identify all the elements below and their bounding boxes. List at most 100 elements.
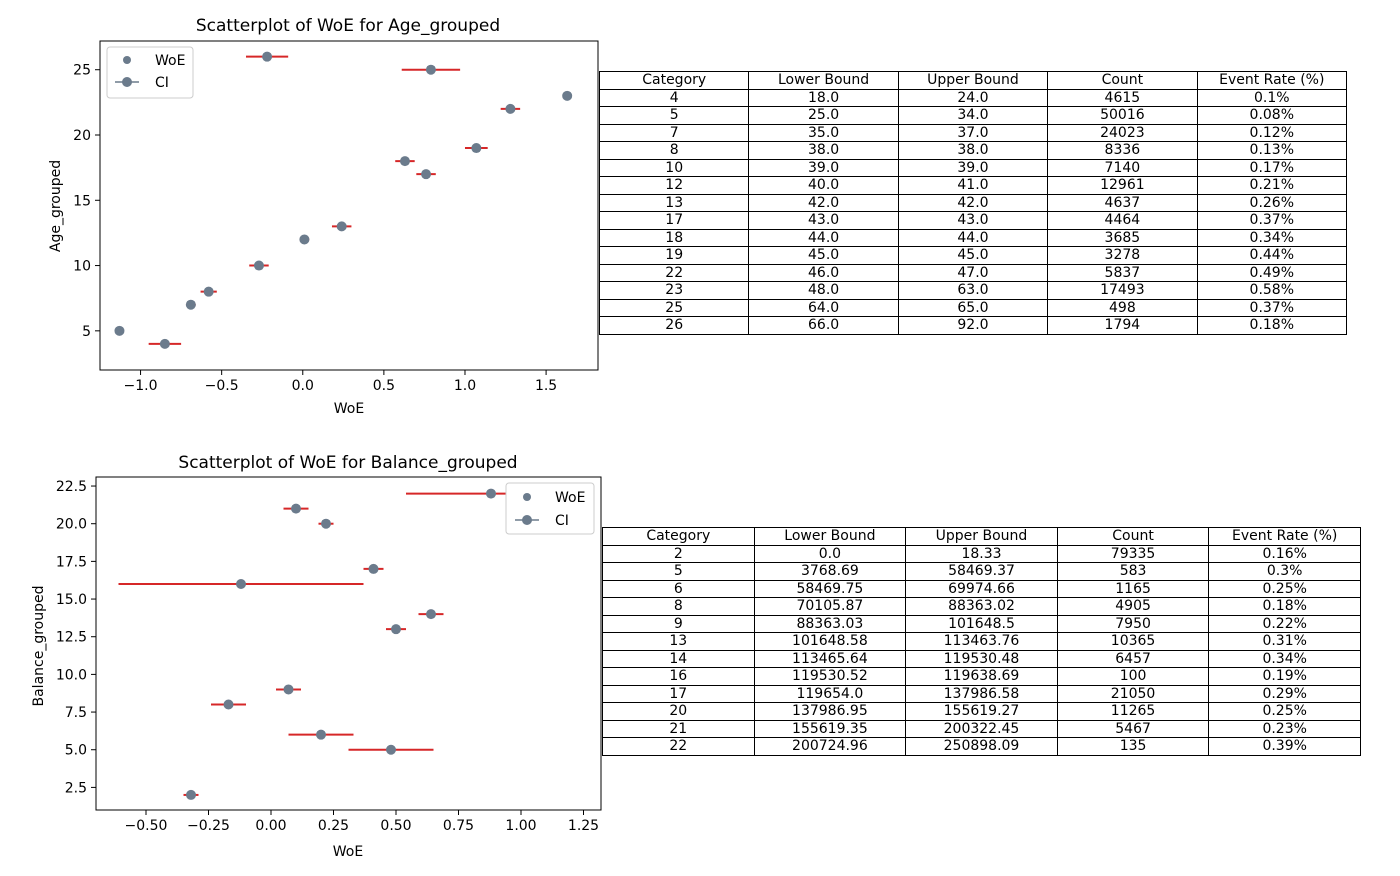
table-cell: 4464	[1047, 211, 1198, 230]
table-cell: 498	[1047, 298, 1198, 317]
table-cell: 113463.76	[905, 632, 1058, 651]
table-cell: 69974.66	[905, 579, 1058, 598]
column-header: Count	[1047, 71, 1198, 90]
table-cell: 7950	[1056, 614, 1210, 633]
table-cell: 8336	[1047, 141, 1198, 160]
x-tick-label: 0.50	[380, 818, 411, 834]
x-tick-label: 1.5	[535, 378, 557, 394]
y-tick-label: 17.5	[56, 554, 87, 570]
table-cell: 0.25%	[1208, 579, 1361, 598]
y-tick-label: 15.0	[56, 592, 87, 608]
table-cell: 0.31%	[1208, 632, 1361, 651]
table-cell: 43.0	[748, 211, 899, 230]
table-row: 21 155619.35 200322.45 5467 0.23%	[602, 719, 1361, 738]
woe-point	[426, 609, 436, 620]
table-cell: 0.16%	[1208, 544, 1361, 563]
table-cell: 0.23%	[1208, 719, 1361, 738]
table-cell: 1794	[1047, 316, 1198, 335]
legend-woe-label: WoE	[155, 53, 185, 69]
table-cell: 41.0	[897, 176, 1049, 195]
y-tick-label: 2.5	[65, 780, 87, 796]
table-cell: 1165	[1056, 579, 1210, 598]
x-tick-label: 0.0	[292, 378, 314, 394]
legend: WoE CI	[505, 482, 595, 535]
woe-point	[421, 169, 432, 180]
table-cell: 12961	[1047, 176, 1198, 195]
x-tick-label: 1.0	[454, 378, 476, 394]
age-bin-table: Category Lower Bound Upper Bound Count Event…	[598, 71, 1348, 335]
table-row: 13 101648.58 113463.76 10365 0.31%	[602, 632, 1361, 651]
table-cell: 17	[602, 684, 755, 703]
table-row: 13 42.0 42.0 4637 0.26%	[598, 193, 1348, 212]
table-cell: 137986.95	[753, 702, 907, 721]
table-cell: 5467	[1056, 719, 1210, 738]
table-cell: 37.0	[897, 123, 1049, 142]
woe-point	[185, 299, 196, 310]
y-ticks: 5 10 15 20 25	[73, 63, 100, 340]
woe-point	[336, 221, 347, 232]
table-cell: 0.13%	[1196, 141, 1348, 160]
table-cell: 22	[598, 263, 750, 282]
data-marks	[118, 488, 574, 800]
table-cell: 18.33	[905, 544, 1058, 563]
y-tick-label: 22.5	[56, 479, 87, 495]
woe-point	[253, 260, 264, 271]
table-cell: 0.49%	[1196, 263, 1348, 282]
plot-frame	[99, 40, 599, 371]
table-cell: 3685	[1047, 228, 1198, 247]
woe-point	[386, 744, 396, 755]
table-cell: 155619.35	[753, 719, 907, 738]
woe-point	[299, 234, 310, 245]
table-cell: 88363.02	[905, 597, 1058, 616]
table-header-row: Category Lower Bound Upper Bound Count Event…	[602, 527, 1361, 546]
table-cell: 137986.58	[905, 684, 1058, 703]
table-cell: 9	[602, 614, 755, 633]
column-header: Event Rate (%)	[1208, 527, 1361, 546]
table-cell: 16	[602, 667, 755, 686]
table-cell: 4615	[1047, 88, 1198, 107]
table-cell: 64.0	[748, 298, 899, 317]
table-row: 5 25.0 34.0 50016 0.08%	[598, 106, 1348, 125]
table-row: 17 43.0 43.0 4464 0.37%	[598, 211, 1348, 230]
column-header: Lower Bound	[748, 71, 899, 90]
x-tick-label: 0.25	[318, 818, 349, 834]
table-cell: 18.0	[748, 88, 899, 107]
legend-ci-label: CI	[155, 75, 169, 91]
table-cell: 79335	[1056, 544, 1210, 563]
table-cell: 200724.96	[753, 737, 907, 756]
table-cell: 3278	[1047, 246, 1198, 265]
table-cell: 0.25%	[1208, 702, 1361, 721]
x-ticks: −1.0 −0.5 0.0 0.5 1.0 1.5	[124, 370, 557, 394]
table-cell: 0.44%	[1196, 246, 1348, 265]
table-cell: 19	[598, 246, 750, 265]
table-row: 22 46.0 47.0 5837 0.49%	[598, 263, 1348, 282]
table-cell: 119530.52	[753, 667, 907, 686]
table-cell: 0.08%	[1196, 106, 1348, 125]
table-cell: 11265	[1056, 702, 1210, 721]
table-cell: 46.0	[748, 263, 899, 282]
x-tick-label: 1.00	[505, 818, 536, 834]
table-cell: 3768.69	[753, 562, 907, 581]
x-ticks: −0.50 −0.25 0.00 0.25 0.50 0.75 1.00 1.25	[125, 810, 599, 834]
table-cell: 2	[602, 544, 755, 563]
x-tick-label: 0.00	[255, 818, 286, 834]
table-cell: 119638.69	[905, 667, 1058, 686]
table-cell: 101648.58	[753, 632, 907, 651]
table-cell: 26	[598, 316, 750, 335]
x-tick-label: 1.25	[568, 818, 599, 834]
table-cell: 0.19%	[1208, 667, 1361, 686]
table-cell: 0.1%	[1196, 88, 1348, 107]
x-tick-label: 0.5	[373, 378, 395, 394]
table-cell: 92.0	[897, 316, 1049, 335]
legend-woe-label: WoE	[555, 490, 585, 506]
column-header: Count	[1056, 527, 1210, 546]
y-tick-label: 10.0	[56, 667, 87, 683]
column-header: Category	[602, 527, 755, 546]
table-cell: 25	[598, 298, 750, 317]
table-cell: 13	[598, 193, 750, 212]
table-cell: 14	[602, 649, 755, 668]
woe-point	[203, 286, 214, 297]
table-cell: 10365	[1056, 632, 1210, 651]
x-tick-label: 0.75	[443, 818, 474, 834]
plot-frame	[95, 476, 602, 811]
